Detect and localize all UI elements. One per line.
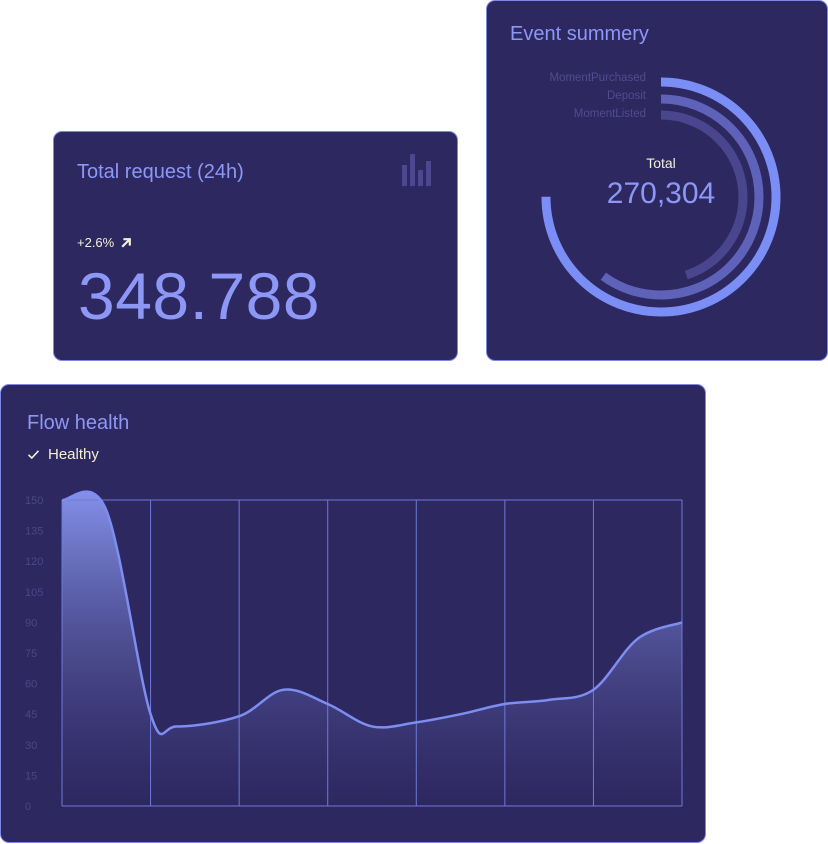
y-tick-label: 30 xyxy=(25,740,37,752)
flow-health-title: Flow health xyxy=(27,412,130,434)
bar-chart-icon xyxy=(402,154,431,186)
ring-moment-listed xyxy=(574,110,748,284)
y-tick-label: 75 xyxy=(25,648,37,660)
total-request-title: Total request (24h) xyxy=(77,161,244,183)
chart-grid xyxy=(61,499,683,807)
ring-deposit xyxy=(558,94,764,300)
y-tick-label: 150 xyxy=(25,495,43,507)
series-line xyxy=(61,490,683,736)
ring-moment-purchased xyxy=(541,77,781,317)
area-fill xyxy=(62,491,682,806)
donut-total-label: Total xyxy=(646,155,676,171)
arrow-up-right-icon xyxy=(121,238,132,248)
y-tick-label: 120 xyxy=(25,556,43,568)
total-request-card: Total request (24h) +2.6% 348.788 xyxy=(53,131,458,361)
check-icon xyxy=(27,450,40,460)
y-tick-label: 0 xyxy=(25,801,31,813)
total-request-value: 348.788 xyxy=(78,259,321,333)
y-tick-label: 135 xyxy=(25,526,43,538)
y-tick-label: 15 xyxy=(25,770,37,782)
y-tick-label: 105 xyxy=(25,587,43,599)
flow-health-card: Flow health Healthy 150 135 120 105 90 75 60 45… xyxy=(0,384,706,843)
legend-moment-listed: MomentListed xyxy=(573,108,646,120)
y-tick-label: 90 xyxy=(25,617,37,629)
change-indicator: +2.6% xyxy=(77,235,132,250)
y-tick-label: 45 xyxy=(25,709,37,721)
event-donut-chart xyxy=(541,77,781,317)
status-indicator: Healthy xyxy=(27,446,99,463)
event-summary-title: Event summery xyxy=(510,23,649,45)
y-tick-label: 60 xyxy=(25,679,37,691)
change-value: +2.6% xyxy=(77,235,115,250)
donut-total-value: 270,304 xyxy=(606,177,716,210)
legend-moment-purchased: MomentPurchased xyxy=(549,72,646,84)
status-label: Healthy xyxy=(48,446,99,463)
legend-deposit: Deposit xyxy=(607,90,646,102)
event-summary-card: Event summery MomentPurchased Deposit Mo… xyxy=(486,0,828,361)
